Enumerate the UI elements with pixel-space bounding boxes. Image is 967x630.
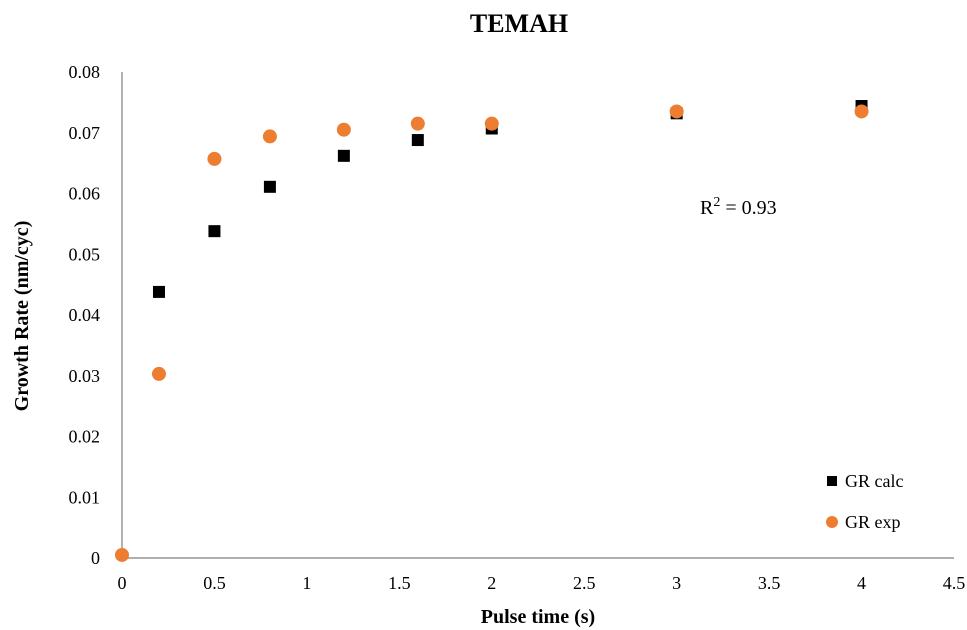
y-tick-label: 0.02 [69,427,101,447]
data-point-square [208,225,221,238]
y-tick-label: 0.03 [69,366,101,386]
y-axis-label: Growth Rate (nm/cyc) [11,221,33,412]
data-point-circle [410,116,425,131]
x-tick-label: 1.5 [388,573,411,593]
y-tick-label: 0.04 [69,305,101,325]
x-tick-label: 3.5 [758,573,781,593]
series-gr-exp [115,104,869,562]
data-point-circle [669,104,684,119]
x-tick-label: 2.5 [573,573,596,593]
x-tick-label: 0 [118,573,127,593]
y-tick-label: 0.05 [69,244,101,264]
legend-circle-marker [826,516,838,528]
data-point-circle [151,366,166,381]
legend: GR calc GR exp [826,471,903,532]
axes [121,72,954,559]
data-point-square [152,285,165,298]
data-point-square [337,149,350,162]
data-point-circle [854,104,869,119]
x-tick-label: 4.5 [943,573,966,593]
y-tick-labels: 0 0.01 0.02 0.03 0.04 0.05 0.06 0.07 0.08 [69,62,101,568]
legend-item: GR calc [827,471,903,491]
legend-square-marker [827,476,837,486]
chart-title: TEMAH [470,9,568,38]
y-tick-label: 0 [91,548,100,568]
data-point-circle [115,547,129,562]
r-squared-superscript: 2 [713,195,720,210]
r-squared-value: = 0.93 [720,197,776,219]
x-tick-label: 1 [302,573,311,593]
data-point-square [411,134,424,147]
series-layer [115,100,869,562]
x-tick-labels: 0 0.5 1 1.5 2 2.5 3 3.5 4 4.5 [118,573,966,593]
r-squared-main: R [700,197,714,219]
y-tick-label: 0.06 [69,184,101,204]
legend-item: GR exp [826,512,901,532]
r-squared-annotation: R2 = 0.93 [700,195,777,219]
y-tick-label: 0.08 [69,62,101,82]
data-point-circle [262,129,277,144]
x-tick-label: 4 [857,573,866,593]
legend-label: GR calc [845,471,903,491]
data-point-circle [484,116,499,131]
data-point-circle [207,151,222,166]
data-point-square [263,180,276,193]
x-axis-label: Pulse time (s) [481,606,595,628]
legend-label: GR exp [845,512,901,532]
y-tick-label: 0.07 [69,123,101,143]
x-tick-label: 2 [487,573,496,593]
x-tick-label: 0.5 [203,573,226,593]
y-tick-label: 0.01 [69,487,101,507]
x-tick-label: 3 [672,573,681,593]
data-point-circle [336,122,351,137]
